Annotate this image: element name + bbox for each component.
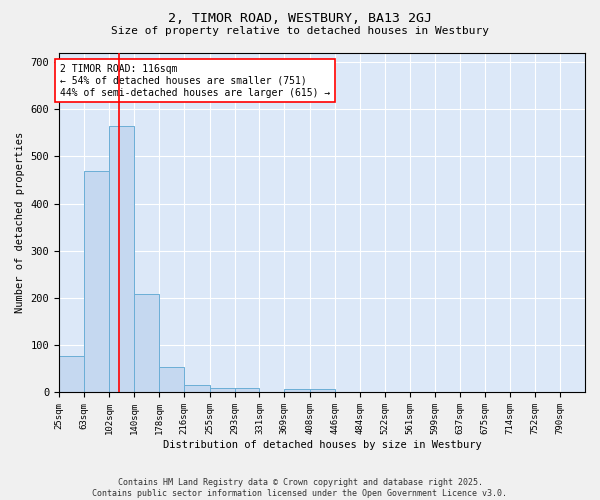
Bar [209, 388, 235, 392]
Y-axis label: Number of detached properties: Number of detached properties [15, 132, 25, 313]
Bar [134, 294, 159, 392]
Bar [59, 356, 84, 393]
Bar [184, 386, 209, 392]
Text: Contains HM Land Registry data © Crown copyright and database right 2025.
Contai: Contains HM Land Registry data © Crown c… [92, 478, 508, 498]
Bar [109, 126, 134, 392]
Bar [310, 389, 335, 392]
Text: 2, TIMOR ROAD, WESTBURY, BA13 2GJ: 2, TIMOR ROAD, WESTBURY, BA13 2GJ [168, 12, 432, 26]
Text: 2 TIMOR ROAD: 116sqm
← 54% of detached houses are smaller (751)
44% of semi-deta: 2 TIMOR ROAD: 116sqm ← 54% of detached h… [61, 64, 331, 98]
Bar [159, 366, 184, 392]
Bar [84, 170, 109, 392]
Text: Size of property relative to detached houses in Westbury: Size of property relative to detached ho… [111, 26, 489, 36]
Bar [284, 388, 310, 392]
X-axis label: Distribution of detached houses by size in Westbury: Distribution of detached houses by size … [163, 440, 481, 450]
Bar [235, 388, 259, 392]
